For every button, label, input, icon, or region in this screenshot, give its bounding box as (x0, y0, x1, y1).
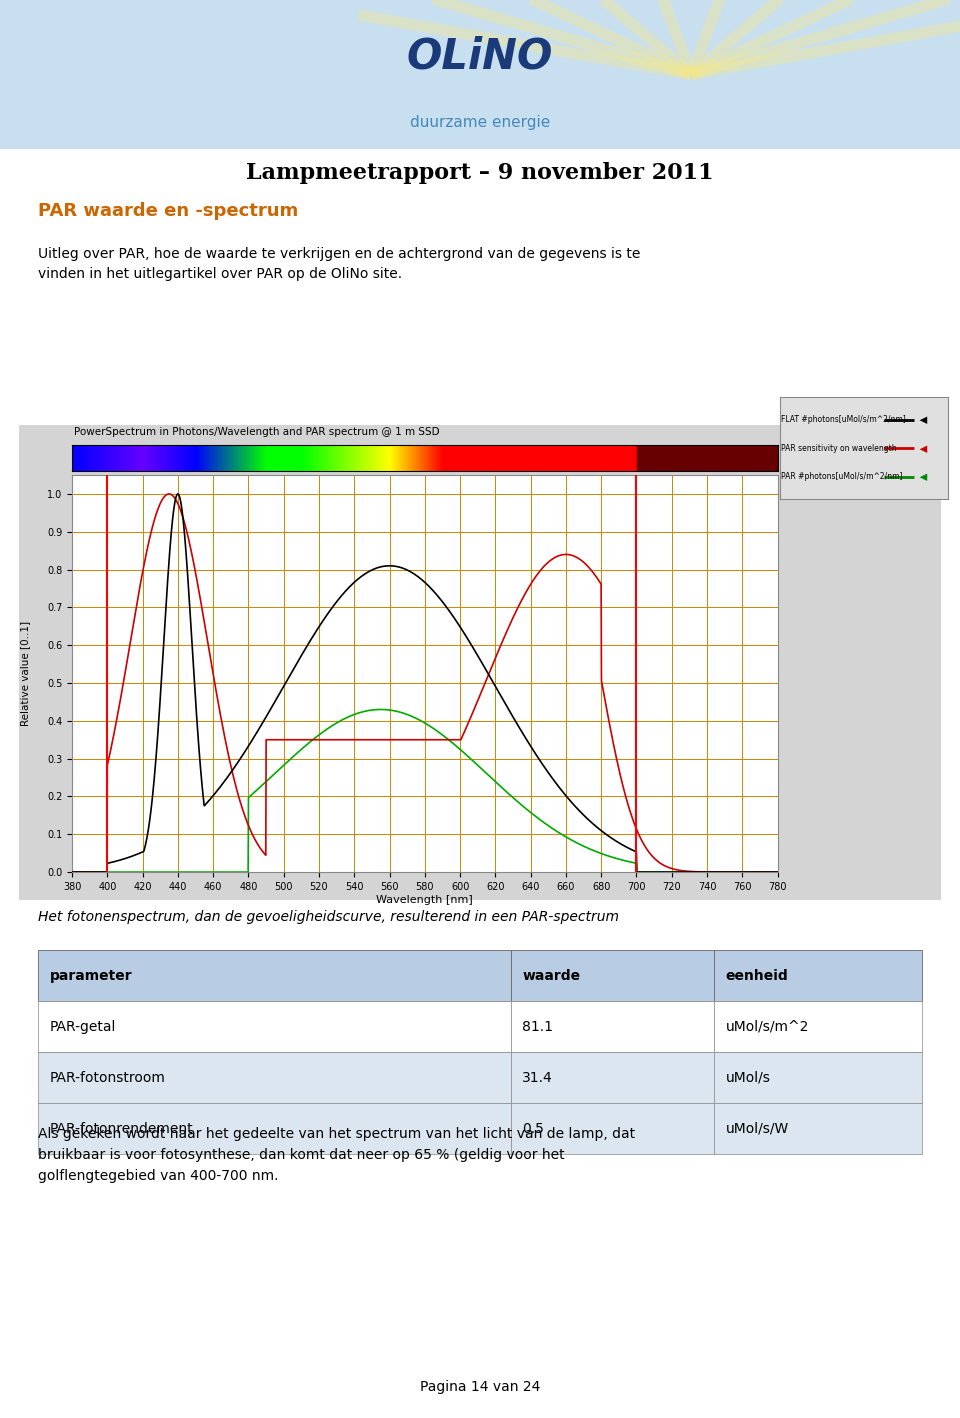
Text: Lampmeetrapport – 9 november 2011: Lampmeetrapport – 9 november 2011 (246, 162, 714, 184)
Y-axis label: Relative value [0..1]: Relative value [0..1] (19, 621, 30, 726)
Text: PAR waarde en -spectrum: PAR waarde en -spectrum (38, 203, 299, 220)
Text: waarde: waarde (522, 968, 581, 983)
Text: Als gekeken wordt naar het gedeelte van het spectrum van het licht van de lamp, : Als gekeken wordt naar het gedeelte van … (38, 1127, 636, 1183)
Text: OLiNO: OLiNO (407, 35, 553, 78)
X-axis label: Wavelength [nm]: Wavelength [nm] (376, 895, 473, 905)
Text: ▲: ▲ (919, 444, 929, 452)
Text: PAR #photons[uMol/s/m^2/nm]: PAR #photons[uMol/s/m^2/nm] (781, 472, 902, 481)
Text: PAR-fotonrendement: PAR-fotonrendement (50, 1122, 194, 1136)
Text: uMol/s/m^2: uMol/s/m^2 (726, 1020, 809, 1034)
Text: Pagina 14 van 24: Pagina 14 van 24 (420, 1380, 540, 1394)
Text: PowerSpectrum in Photons/Wavelength and PAR spectrum @ 1 m SSD: PowerSpectrum in Photons/Wavelength and … (74, 427, 440, 437)
Text: PAR-getal: PAR-getal (50, 1020, 116, 1034)
Text: 31.4: 31.4 (522, 1071, 553, 1085)
Text: Het fotonenspectrum, dan de gevoeligheidscurve, resulterend in een PAR-spectrum: Het fotonenspectrum, dan de gevoeligheid… (38, 910, 619, 925)
Text: ▲: ▲ (919, 474, 929, 481)
Text: uMol/s: uMol/s (726, 1071, 771, 1085)
Text: eenheid: eenheid (726, 968, 788, 983)
Text: Uitleg over PAR, hoe de waarde te verkrijgen en de achtergrond van de gegevens i: Uitleg over PAR, hoe de waarde te verkri… (38, 247, 640, 281)
Text: PAR-fotonstroom: PAR-fotonstroom (50, 1071, 166, 1085)
Text: ▲: ▲ (919, 415, 929, 423)
Text: FLAT #photons[uMol/s/m^2/nm]: FLAT #photons[uMol/s/m^2/nm] (781, 415, 906, 424)
Text: 81.1: 81.1 (522, 1020, 553, 1034)
Text: parameter: parameter (50, 968, 132, 983)
Text: 0.5: 0.5 (522, 1122, 544, 1136)
Text: PAR sensitivity on wavelength: PAR sensitivity on wavelength (781, 444, 897, 452)
Text: uMol/s/W: uMol/s/W (726, 1122, 789, 1136)
Text: duurzame energie: duurzame energie (410, 115, 550, 129)
